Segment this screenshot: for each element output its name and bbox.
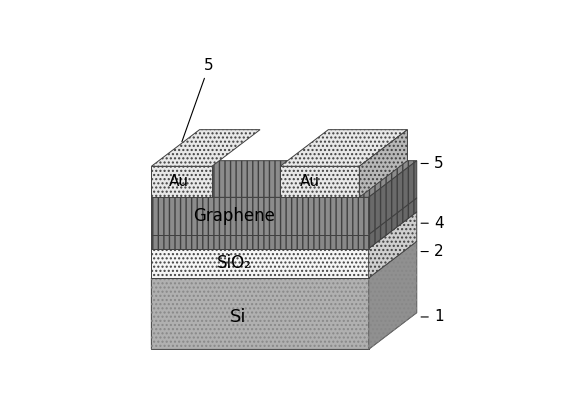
Polygon shape — [369, 198, 417, 249]
Polygon shape — [369, 241, 417, 349]
Polygon shape — [152, 161, 417, 197]
Polygon shape — [152, 130, 260, 166]
Polygon shape — [280, 130, 408, 166]
Polygon shape — [369, 212, 417, 278]
Text: 4: 4 — [421, 216, 444, 231]
Polygon shape — [152, 212, 417, 249]
Polygon shape — [152, 166, 212, 197]
Polygon shape — [152, 249, 369, 278]
Polygon shape — [359, 130, 408, 197]
Polygon shape — [152, 197, 369, 235]
Text: 2: 2 — [421, 244, 444, 259]
Polygon shape — [152, 198, 417, 235]
Polygon shape — [152, 235, 369, 249]
Text: 5: 5 — [421, 156, 444, 171]
Text: Graphene: Graphene — [193, 207, 275, 225]
Text: Au: Au — [169, 174, 189, 189]
Polygon shape — [369, 161, 417, 235]
Polygon shape — [152, 241, 417, 278]
Text: Au: Au — [300, 174, 320, 189]
Text: SiO₂: SiO₂ — [216, 254, 251, 272]
Polygon shape — [280, 166, 359, 197]
Text: 1: 1 — [421, 310, 444, 324]
Text: Si: Si — [230, 308, 247, 326]
Polygon shape — [152, 278, 369, 349]
Text: 5: 5 — [182, 58, 214, 142]
